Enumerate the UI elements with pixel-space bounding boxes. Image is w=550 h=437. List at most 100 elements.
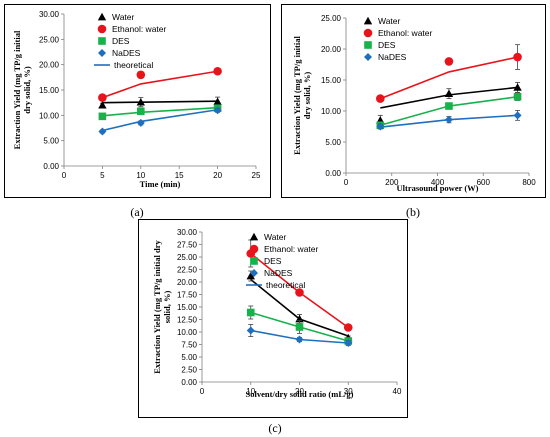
panel-a-frame bbox=[4, 4, 271, 198]
panel-c: 0 10 20 30 40 0.00 2.50 5.00 7.50 10.00 12.50 15.00… bbox=[138, 219, 408, 435]
legend-des-marker bbox=[364, 41, 372, 49]
x-tick-label: 0 bbox=[344, 178, 349, 187]
y-tick-label: 5.00 bbox=[181, 353, 197, 362]
legend-water-marker bbox=[97, 12, 107, 21]
legend-water-label: Water bbox=[112, 12, 135, 22]
legend-des-marker bbox=[98, 37, 106, 45]
legend-nades-label: NaDES bbox=[264, 268, 293, 278]
legend-nades-label: NaDES bbox=[112, 48, 141, 58]
x-tick-label: 40 bbox=[393, 387, 402, 396]
y-axis-title: Extraction Yield (mg TP/g initial drysol… bbox=[152, 239, 172, 373]
ethanol-fit-line bbox=[380, 56, 518, 100]
water-point bbox=[444, 89, 454, 97]
legend-ethanol-marker bbox=[363, 28, 373, 38]
legend-nades-marker bbox=[364, 53, 372, 61]
legend-ethanol-marker bbox=[97, 24, 107, 34]
legend-ethanol-label: Ethanol: water bbox=[378, 28, 433, 38]
y-tick-label: 17.50 bbox=[177, 291, 198, 300]
legend-water-marker bbox=[249, 232, 259, 241]
x-tick-label: 25 bbox=[252, 171, 261, 180]
y-tick-label: 25.00 bbox=[39, 35, 60, 44]
water-point bbox=[98, 101, 107, 109]
y-tick-label: 7.50 bbox=[181, 341, 197, 350]
legend-nades-marker bbox=[250, 269, 258, 277]
panel-c-label: (c) bbox=[268, 421, 281, 435]
des-point bbox=[295, 323, 304, 331]
legend-ethanol-label: Ethanol: water bbox=[112, 24, 167, 34]
x-tick-label: 0 bbox=[62, 171, 67, 180]
x-tick-label: 15 bbox=[175, 171, 184, 180]
nades-point bbox=[376, 122, 385, 131]
y-tick-label: 15.00 bbox=[177, 303, 198, 312]
nades-point bbox=[513, 111, 522, 120]
water-point bbox=[213, 97, 222, 106]
y-axis-title: Extraction Yield (mg TP/g initialdry sol… bbox=[292, 36, 312, 155]
y-axis-title-line: Extraction Yield (mg TP/g initial bbox=[292, 36, 302, 155]
water-point bbox=[136, 97, 145, 106]
nades-point bbox=[213, 106, 222, 115]
des-point bbox=[246, 308, 255, 317]
water-point bbox=[246, 271, 255, 280]
nades-point bbox=[136, 118, 145, 127]
ethanol-point bbox=[343, 323, 353, 332]
panel-a-plot: 0 5 10 15 20 25 0.00 5.00 10.00 15.00 20.00 25.00 30… bbox=[12, 10, 261, 189]
y-axis-title: Extraction Yield (mg TP/g initialdry sol… bbox=[12, 30, 32, 149]
legend: Water Ethanol: water DES NaDES theoretical bbox=[94, 12, 167, 70]
y-tick-label: 25.00 bbox=[177, 253, 198, 262]
y-tick-label: 10.00 bbox=[39, 111, 60, 120]
y-axis-title-line: Extraction Yield (mg TP/g initial bbox=[12, 30, 22, 149]
panel-c-plot: 0 10 20 30 40 0.00 2.50 5.00 7.50 10.00 12.50 15.00… bbox=[152, 228, 402, 399]
legend-ethanol-label: Ethanol: water bbox=[264, 244, 319, 254]
legend-nades-label: NaDES bbox=[378, 52, 407, 62]
x-tick-label: 20 bbox=[295, 387, 304, 396]
y-tick-label: 0.00 bbox=[43, 162, 59, 171]
x-tick-label: 800 bbox=[522, 178, 536, 187]
ethanol-point bbox=[376, 94, 385, 103]
x-tick-label: 30 bbox=[344, 387, 353, 396]
y-tick-label: 20.00 bbox=[39, 61, 60, 70]
y-tick-label: 20.00 bbox=[321, 45, 342, 54]
y-tick-label: 5.00 bbox=[325, 138, 341, 147]
y-tick-label: 30.00 bbox=[177, 228, 198, 237]
y-axis-title-line: dry solid, %) bbox=[22, 66, 32, 114]
y-tick-label: 0.00 bbox=[181, 378, 197, 387]
ethanol-point bbox=[98, 93, 107, 102]
legend-water-label: Water bbox=[264, 232, 287, 242]
nades-point bbox=[344, 339, 353, 347]
panel-a-label: (a) bbox=[130, 205, 143, 219]
y-tick-label: 10.00 bbox=[177, 328, 198, 337]
legend-des-label: DES bbox=[378, 40, 396, 50]
nades-point bbox=[444, 115, 453, 124]
y-tick-label: 15.00 bbox=[39, 86, 60, 95]
y-tick-label: 15.00 bbox=[321, 76, 342, 85]
ethanol-point bbox=[295, 288, 304, 297]
legend-water-marker bbox=[363, 16, 373, 25]
x-axis-title: Solvent/dry solid ratio (mL/g) bbox=[246, 389, 354, 399]
x-tick-label: 200 bbox=[385, 178, 399, 187]
x-tick-label: 5 bbox=[100, 171, 105, 180]
ethanol-point bbox=[213, 66, 222, 76]
panel-b-plot: 0 200 400 600 800 0.00 5.00 10.00 15.00 20.00 25.0… bbox=[292, 14, 536, 193]
ethanol-point bbox=[444, 57, 454, 66]
legend-water-label: Water bbox=[378, 16, 401, 26]
y-tick-label: 10.00 bbox=[321, 107, 342, 116]
y-tick-label: 22.50 bbox=[177, 266, 198, 275]
ethanol-fit-line bbox=[102, 70, 218, 99]
ethanol-point bbox=[513, 52, 522, 62]
x-tick-label: 10 bbox=[136, 171, 145, 180]
panel-b-label: (b) bbox=[406, 205, 420, 219]
legend-ethanol-marker bbox=[249, 244, 259, 254]
legend-des-marker bbox=[250, 257, 258, 265]
nades-point bbox=[246, 326, 255, 335]
y-axis-title-line: dry solid, %) bbox=[302, 72, 312, 120]
y-tick-label: 5.00 bbox=[43, 137, 59, 146]
des-point bbox=[513, 92, 522, 101]
y-tick-label: 27.50 bbox=[177, 241, 198, 250]
legend-des-label: DES bbox=[112, 36, 130, 46]
y-tick-label: 25.00 bbox=[321, 14, 342, 23]
des-point bbox=[98, 112, 107, 121]
legend-des-label: DES bbox=[264, 256, 282, 266]
nades-point bbox=[98, 127, 107, 136]
y-axis-title-line: solid, %) bbox=[162, 291, 172, 324]
